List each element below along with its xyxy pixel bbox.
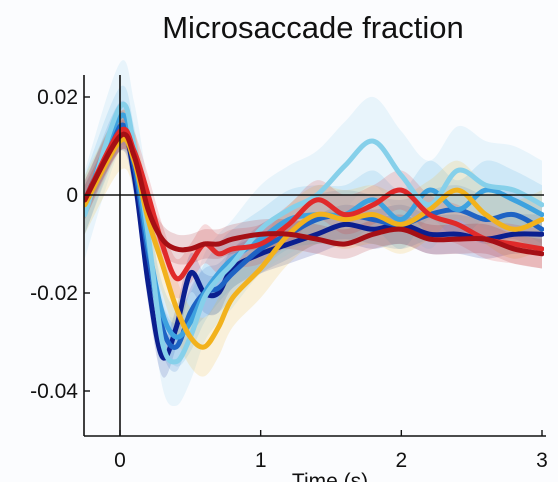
series-lines xyxy=(84,101,544,365)
x-tick-label: 3 xyxy=(536,449,548,472)
series-4-line xyxy=(84,101,544,365)
series-5-line xyxy=(84,136,544,350)
x-tick-label: 0 xyxy=(114,449,126,472)
series-5-band xyxy=(84,109,542,377)
chart-title: Microsaccade fraction xyxy=(162,10,464,45)
series-7-line xyxy=(84,131,544,257)
y-tick-label: 0.02 xyxy=(37,86,78,109)
tick-labels: 0.02 0 -0.02 -0.04 0 1 2 3 xyxy=(30,86,548,472)
x-tick-label: 1 xyxy=(255,449,267,472)
y-tick-label: -0.04 xyxy=(30,380,78,403)
x-tick-label: 2 xyxy=(395,449,407,472)
series-6-line xyxy=(84,126,544,282)
series-1-band xyxy=(84,111,542,378)
y-tick-label: 0 xyxy=(66,184,78,207)
axes xyxy=(83,75,546,437)
y-tick-label: -0.02 xyxy=(30,282,78,305)
x-axis-label: Time (s) xyxy=(292,470,368,482)
